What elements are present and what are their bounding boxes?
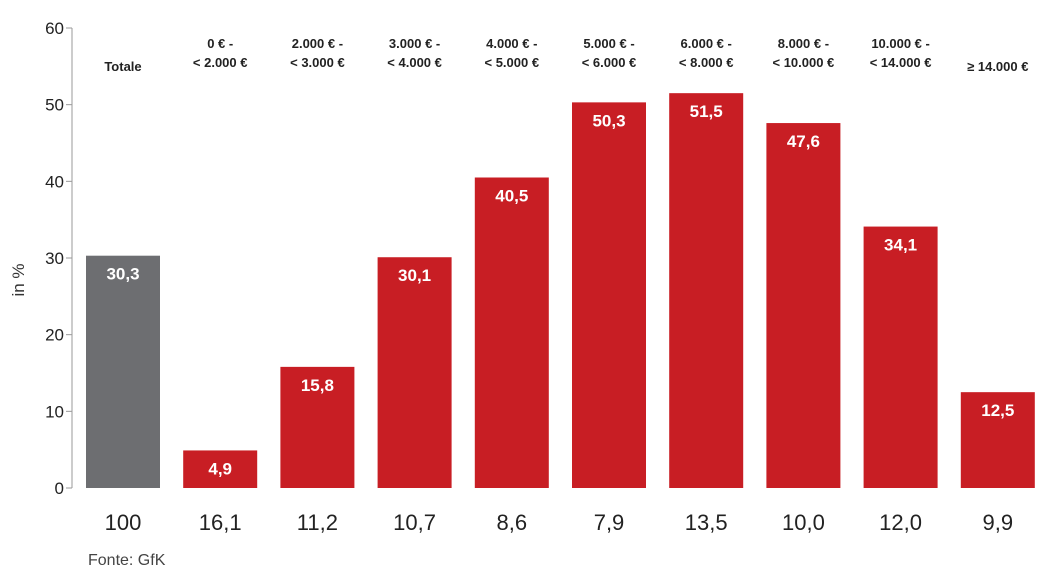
bar bbox=[183, 450, 258, 488]
bars: 30,3 4,9 15,8 30,1 40,5 50,3 51,5 47,6 34,1 12,5 bbox=[86, 93, 1035, 489]
y-tick-label: 50 bbox=[45, 96, 64, 115]
bar bbox=[669, 93, 744, 489]
bar-value-label: 30,3 bbox=[106, 265, 139, 284]
y-tick-label: 60 bbox=[45, 19, 64, 38]
bar bbox=[766, 123, 841, 489]
bar-value-label: 47,6 bbox=[787, 132, 820, 151]
category-label: 3.000 € -< 4.000 € bbox=[387, 36, 442, 70]
bar-value-label: 34,1 bbox=[884, 236, 917, 255]
bottom-label: 7,9 bbox=[594, 510, 625, 535]
bottom-label: 100 bbox=[105, 510, 142, 535]
bottom-label: 10,7 bbox=[393, 510, 436, 535]
category-label: 5.000 € -< 6.000 € bbox=[582, 36, 637, 70]
bottom-label: 11,2 bbox=[297, 510, 338, 535]
y-tick-label: 10 bbox=[45, 402, 64, 421]
source-note: Fonte: GfK bbox=[88, 552, 166, 569]
category-label: 10.000 € -< 14.000 € bbox=[870, 36, 932, 70]
category-label: 4.000 € -< 5.000 € bbox=[485, 36, 540, 70]
bar-value-label: 12,5 bbox=[981, 401, 1014, 420]
bar-value-label: 15,8 bbox=[301, 376, 334, 395]
bottom-label: 8,6 bbox=[497, 510, 528, 535]
y-tick-label: 40 bbox=[45, 172, 64, 191]
bar bbox=[572, 102, 646, 488]
y-axis: 0 10 20 30 40 50 60 bbox=[45, 19, 73, 498]
bar bbox=[377, 257, 452, 488]
bar bbox=[86, 255, 160, 488]
category-label: 0 € -< 2.000 € bbox=[193, 36, 248, 70]
bar bbox=[474, 177, 549, 488]
y-tick-label: 20 bbox=[45, 326, 64, 345]
bar-value-label: 50,3 bbox=[592, 111, 625, 130]
bottom-labels: 100 16,1 11,2 10,7 8,6 7,9 13,5 10,0 12,0 9,9 bbox=[105, 510, 1013, 535]
bar-value-label: 40,5 bbox=[495, 187, 528, 206]
bar-value-label: 30,1 bbox=[398, 266, 431, 285]
category-label: 6.000 € -< 8.000 € bbox=[679, 36, 734, 70]
category-label: Totale bbox=[104, 59, 141, 74]
bar-value-label: 51,5 bbox=[690, 102, 723, 121]
bottom-label: 12,0 bbox=[879, 510, 922, 535]
bottom-label: 9,9 bbox=[983, 510, 1014, 535]
y-tick-label: 0 bbox=[55, 479, 64, 498]
bar bbox=[863, 226, 938, 489]
bottom-label: 10,0 bbox=[782, 510, 825, 535]
y-tick-label: 30 bbox=[45, 249, 64, 268]
category-label: 2.000 € -< 3.000 € bbox=[290, 36, 345, 70]
bar bbox=[280, 366, 355, 488]
category-labels: Totale 0 € -< 2.000 € 2.000 € -< 3.000 € 3.… bbox=[104, 36, 1028, 74]
bottom-label: 13,5 bbox=[685, 510, 728, 535]
category-label: ≥ 14.000 € bbox=[967, 59, 1028, 74]
bottom-label: 16,1 bbox=[199, 510, 242, 535]
y-axis-title: in % bbox=[9, 263, 28, 296]
category-label: 8.000 € -< 10.000 € bbox=[772, 36, 834, 70]
bar bbox=[960, 392, 1035, 488]
bar-value-label: 4,9 bbox=[208, 459, 232, 478]
